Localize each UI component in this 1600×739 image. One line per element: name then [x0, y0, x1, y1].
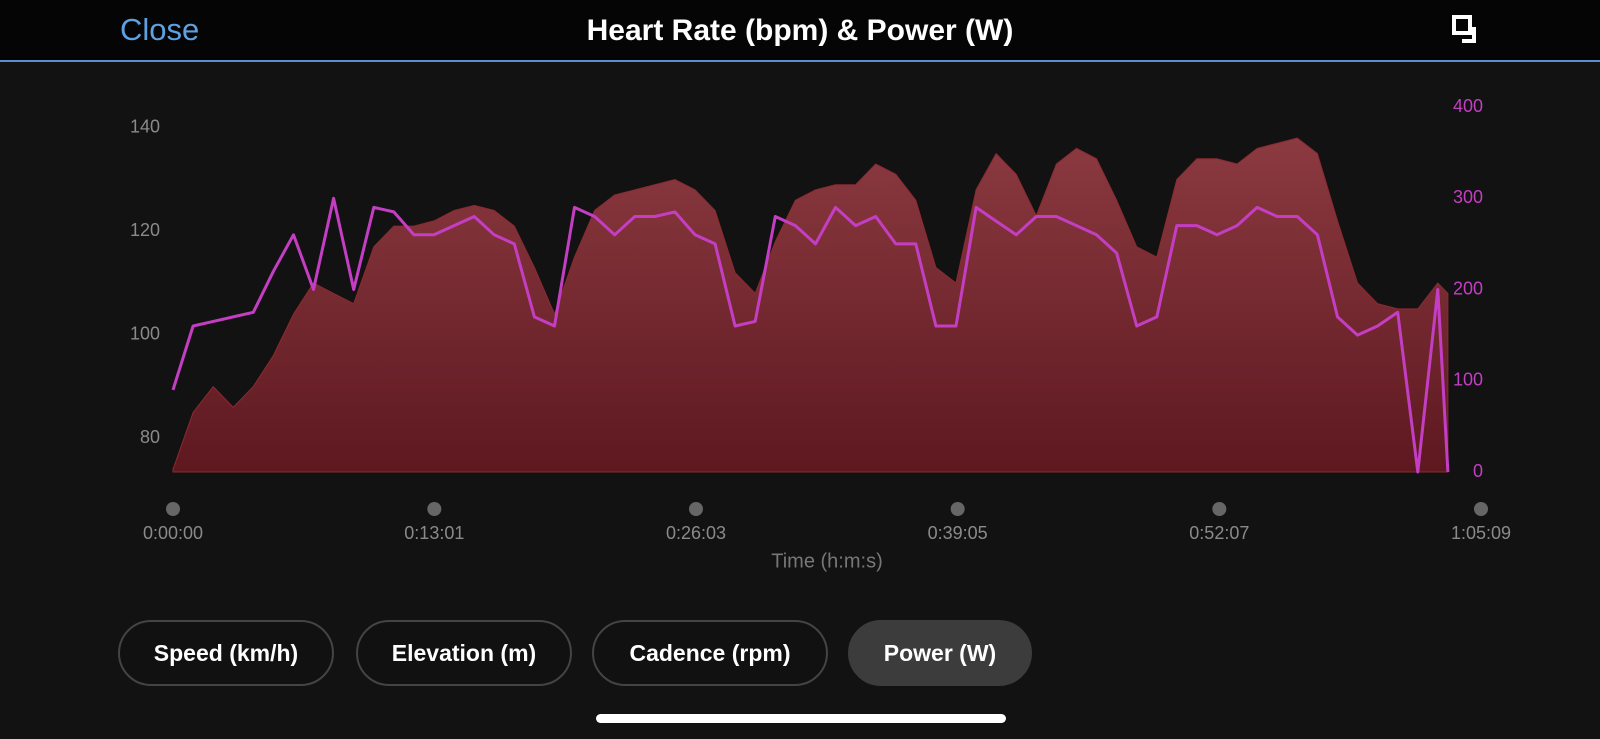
- x-tick-label: 1:05:09: [1451, 523, 1511, 543]
- metric-button[interactable]: Elevation (m): [356, 620, 572, 686]
- heart-rate-area: [172, 137, 1449, 473]
- metric-button[interactable]: Cadence (rpm): [592, 620, 828, 686]
- y2-tick-label: 300: [1453, 187, 1483, 207]
- x-tick-dot: [1474, 502, 1488, 516]
- top-bar: Close Heart Rate (bpm) & Power (W): [0, 0, 1600, 62]
- close-button[interactable]: Close: [120, 12, 200, 47]
- x-tick-dot: [688, 502, 703, 516]
- x-tick-dot: [1212, 502, 1227, 516]
- y-tick-label: 120: [130, 220, 160, 240]
- y2-tick-label: 400: [1453, 96, 1483, 116]
- x-tick-label: 0:13:01: [404, 523, 464, 543]
- x-axis-title: Time (h:m:s): [771, 550, 882, 572]
- y-tick-label: 140: [130, 116, 160, 136]
- home-indicator: [596, 714, 1006, 723]
- x-tick-dot: [950, 502, 965, 516]
- title: Heart Rate (bpm) & Power (W): [586, 14, 1014, 47]
- y2-tick-label: 200: [1453, 278, 1483, 298]
- y-tick-label: 100: [130, 324, 160, 344]
- x-tick-label: 0:00:00: [143, 523, 203, 543]
- expand-icon[interactable]: [1452, 15, 1482, 45]
- y-tick-label: 80: [140, 427, 160, 447]
- x-tick-dot: [166, 502, 180, 516]
- metric-button[interactable]: Power (W): [848, 620, 1032, 686]
- chart: 80 100 120 140 0 100 200 300 400 0:00:00 0:13:01 0:…: [130, 96, 1511, 573]
- x-tick-label: 0:52:07: [1189, 523, 1249, 543]
- x-tick-dot: [427, 502, 442, 516]
- y2-tick-label: 100: [1453, 370, 1483, 390]
- y2-tick-label: 0: [1473, 461, 1483, 481]
- power-line: [171, 196, 1450, 474]
- x-tick-label: 0:26:03: [666, 523, 726, 543]
- metric-button[interactable]: Speed (km/h): [118, 620, 334, 686]
- x-tick-label: 0:39:05: [928, 523, 988, 543]
